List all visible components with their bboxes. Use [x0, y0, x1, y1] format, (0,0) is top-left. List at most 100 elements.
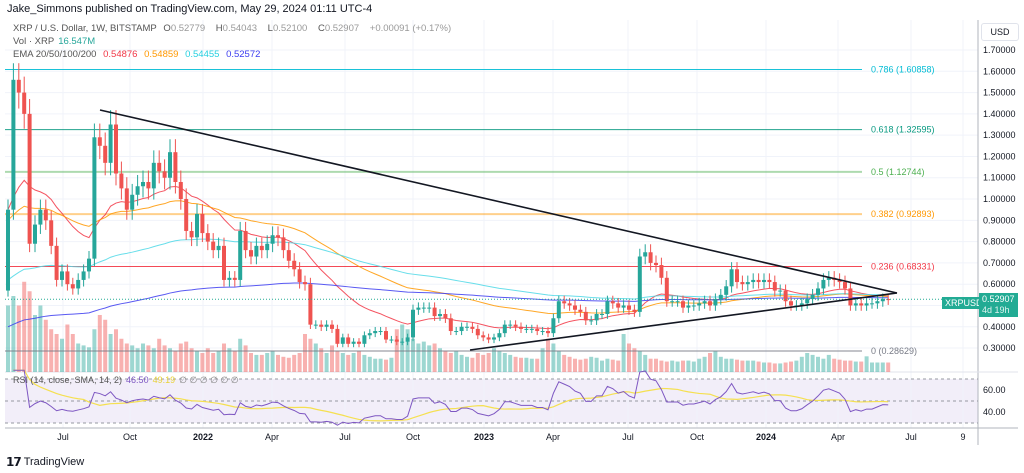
candle-body: [643, 252, 648, 257]
volume-bar: [43, 319, 48, 372]
volume-bar: [189, 348, 194, 372]
volume-bar: [470, 357, 475, 372]
volume-bar: [254, 354, 259, 372]
volume-bar: [211, 353, 216, 372]
volume-bar: [486, 353, 491, 372]
volume-bar: [670, 360, 675, 372]
rsi-tick: 40.00: [983, 407, 1006, 417]
volume-bar: [389, 357, 394, 372]
volume-bar: [697, 358, 702, 372]
candle-body: [535, 328, 540, 332]
volume-bar: [459, 354, 464, 372]
volume-bar: [76, 343, 81, 372]
legend-volume[interactable]: Vol · XRP 16.547M: [13, 36, 96, 47]
volume-bar: [675, 361, 680, 372]
open-value: 0.52779: [170, 23, 206, 34]
candle-body: [573, 305, 577, 310]
candle-body: [605, 301, 610, 314]
legend-ema[interactable]: EMA 20/50/100/200 0.54876 0.54859 0.5445…: [13, 49, 261, 60]
tradingview-logo[interactable]: 𝟭𝟳 TradingView: [6, 455, 85, 469]
candle-body: [540, 331, 545, 333]
currency-button[interactable]: USD: [981, 23, 1019, 41]
candle-body: [200, 213, 205, 234]
price-tick: 0.80000: [983, 237, 1016, 247]
candle-body: [157, 162, 162, 172]
candle-body: [178, 181, 183, 200]
volume-bar: [157, 338, 162, 372]
price-tick: 0.60000: [983, 279, 1016, 289]
volume-bar: [686, 360, 691, 372]
close-value: 0.52907: [324, 23, 360, 34]
volume-bar: [351, 353, 356, 372]
volume-bar: [97, 315, 102, 372]
candle-body: [697, 303, 702, 306]
candle-body: [724, 286, 729, 295]
volume-bar: [529, 358, 534, 372]
candle-body: [783, 290, 788, 302]
volume-bar: [60, 338, 64, 372]
volume-bar: [492, 348, 496, 372]
candle-body: [276, 235, 280, 238]
ema-50-line: [7, 200, 889, 315]
candle-body: [799, 303, 804, 306]
price-tick: 1.60000: [983, 66, 1016, 76]
candle-body: [308, 284, 313, 325]
volume-bar: [27, 291, 32, 372]
candle-body: [810, 294, 815, 300]
volume-bar: [146, 345, 151, 372]
volume-bar: [119, 338, 124, 372]
price-tick: 1.40000: [983, 109, 1016, 119]
volume-bar: [411, 338, 415, 372]
volume-bar: [324, 353, 329, 372]
symbol-title[interactable]: XRP / U.S. Dollar, 1W, BITSTAMP: [13, 23, 157, 34]
candle-body: [27, 113, 32, 244]
volume-bar: [297, 353, 302, 372]
volume-bar: [610, 359, 615, 372]
candle-body: [745, 282, 750, 285]
candle-body: [303, 282, 307, 285]
candle-body: [324, 324, 329, 327]
trendline-upper: [99, 109, 898, 294]
candle-body: [108, 124, 113, 163]
candle-body: [740, 282, 745, 285]
candle-body: [610, 301, 615, 304]
candle-body: [362, 335, 367, 344]
volume-bar: [691, 361, 696, 372]
price-tick: 1.30000: [983, 130, 1016, 140]
price-tick: 0.40000: [983, 322, 1016, 332]
candle-body: [735, 269, 739, 283]
candle-body: [151, 162, 156, 189]
candle-body: [232, 277, 237, 280]
candle-body: [751, 279, 756, 283]
candle-body: [713, 299, 718, 306]
candle-body: [826, 277, 831, 280]
candle-body: [853, 303, 858, 306]
candle-body: [168, 152, 172, 178]
candle-body: [270, 235, 275, 244]
volume-bar: [735, 359, 739, 372]
rsi-value: 46.50: [126, 375, 149, 385]
volume-bar: [702, 356, 707, 372]
time-tick: Oct: [123, 432, 138, 442]
volume-bar: [270, 351, 275, 372]
volume-bar: [772, 363, 777, 372]
candle-body: [65, 271, 70, 285]
volume-bar: [810, 354, 815, 372]
candle-body: [837, 279, 842, 283]
volume-bar: [22, 281, 27, 372]
candle-body: [875, 301, 880, 304]
legend-rsi[interactable]: RSI (14, close, SMA, 14, 2) 46.50 49.19 ∅ ∅…: [13, 375, 239, 385]
candle-body: [135, 186, 140, 195]
rsi-sma-value: 49.19: [152, 375, 176, 385]
volume-bar: [535, 358, 540, 372]
volume-value: 16.547M: [58, 36, 96, 47]
price-tick: 0.70000: [983, 258, 1016, 268]
volume-bar: [729, 358, 734, 372]
candle-body: [772, 282, 777, 291]
volume-bar: [794, 360, 799, 372]
volume-bar: [880, 362, 885, 372]
volume-bar: [583, 358, 588, 372]
volume-bar: [243, 345, 248, 372]
volume-bar: [756, 361, 761, 372]
